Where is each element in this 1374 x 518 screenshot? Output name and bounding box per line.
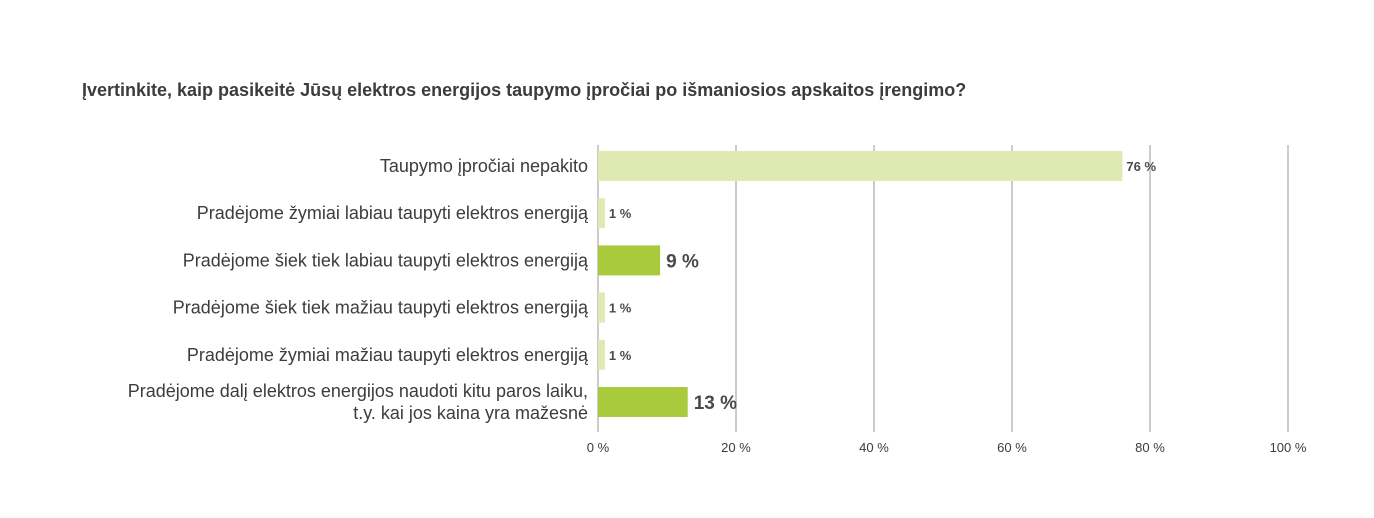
bar	[598, 292, 605, 323]
category-label-line: Pradėjome dalį elektros energijos naudot…	[128, 381, 588, 401]
value-label: 1 %	[609, 348, 632, 363]
category-label-line: Pradėjome šiek tiek mažiau taupyti elekt…	[173, 298, 589, 318]
x-tick-label: 80 %	[1135, 440, 1165, 455]
x-tick-label: 100 %	[1270, 440, 1307, 455]
bar	[598, 339, 605, 370]
x-axis-ticks: 0 % 20 % 40 % 60 % 80 % 100 %	[587, 440, 1307, 455]
category-label: Pradėjome šiek tiek labiau taupyti elekt…	[183, 250, 589, 270]
value-label: 76 %	[1126, 159, 1156, 174]
category-label-line: Pradėjome žymiai labiau taupyti elektros…	[197, 203, 589, 223]
grid-layer	[597, 145, 1289, 432]
x-tick-label: 0 %	[587, 440, 610, 455]
bar	[598, 387, 688, 417]
category-label-line: Pradėjome žymiai mažiau taupyti elektros…	[187, 345, 589, 365]
bar	[598, 198, 605, 229]
value-label: 1 %	[609, 206, 632, 221]
bars-layer	[598, 151, 1123, 417]
category-label: Taupymo įpročiai nepakito	[380, 156, 588, 176]
bar	[598, 151, 1123, 181]
value-label: 1 %	[609, 301, 632, 316]
x-tick-label: 20 %	[721, 440, 751, 455]
bar	[598, 245, 661, 276]
category-label-line: Taupymo įpročiai nepakito	[380, 156, 588, 176]
x-tick-label: 60 %	[997, 440, 1027, 455]
x-tick-label: 40 %	[859, 440, 889, 455]
value-label: 9 %	[666, 251, 699, 272]
category-label-line: Pradėjome šiek tiek labiau taupyti elekt…	[183, 250, 589, 270]
category-label: Pradėjome žymiai labiau taupyti elektros…	[197, 203, 589, 223]
value-label: 13 %	[694, 393, 737, 414]
category-label: Pradėjome dalį elektros energijos naudot…	[128, 381, 588, 423]
labels-layer: 76 % Taupymo įpročiai nepakito 1 % Pradėjom…	[128, 156, 1157, 423]
chart-title: Įvertinkite, kaip pasikeitė Jūsų elektro…	[82, 80, 967, 100]
category-label: Pradėjome žymiai mažiau taupyti elektros…	[187, 345, 589, 365]
category-label: Pradėjome šiek tiek mažiau taupyti elekt…	[173, 298, 589, 318]
category-label-line: t.y. kai jos kaina yra mažesnė	[353, 403, 588, 423]
